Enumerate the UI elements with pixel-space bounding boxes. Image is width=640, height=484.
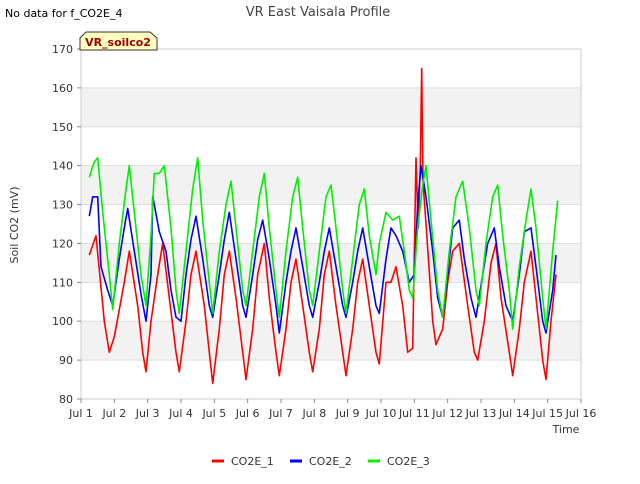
x-tick-label-16: Jul 16 — [565, 407, 597, 420]
series-group — [88, 67, 559, 385]
x-tick-label-7: Jul 7 — [268, 407, 293, 420]
y-tick-label-120: 120 — [52, 237, 73, 250]
legend: CO2E_1 CO2E_2 CO2E_3 — [212, 455, 430, 468]
y-tick-label-150: 150 — [52, 121, 73, 134]
series-line-co2e_3 — [88, 157, 559, 330]
y-tick-label-160: 160 — [52, 82, 73, 95]
no-data-notice: No data for f_CO2E_4 — [5, 7, 123, 20]
x-tick-label-15: Jul 15 — [531, 407, 563, 420]
series-line-co2e_2 — [88, 164, 557, 334]
legend-label-co2e_2: CO2E_2 — [309, 455, 352, 468]
x-axis-label: Time — [552, 423, 580, 436]
x-tick-label-12: Jul 12 — [431, 407, 463, 420]
band-90 — [81, 321, 581, 361]
y-axis-ticks: 80 90 100 110 120 130 140 150 160 170 — [52, 43, 81, 406]
x-tick-label-8: Jul 8 — [301, 407, 326, 420]
y-tick-label-80: 80 — [59, 393, 73, 406]
y-tick-label-110: 110 — [52, 276, 73, 289]
legend-label-co2e_3: CO2E_3 — [387, 455, 430, 468]
site-tag-label: VR_soilco2 — [85, 36, 151, 49]
x-tick-label-13: Jul 13 — [465, 407, 497, 420]
y-tick-label-130: 130 — [52, 199, 73, 212]
x-tick-label-4: Jul 4 — [168, 407, 193, 420]
y-tick-label-90: 90 — [59, 354, 73, 367]
x-tick-label-2: Jul 2 — [101, 407, 126, 420]
site-tag: VR_soilco2 — [79, 31, 158, 51]
chart-title: VR East Vaisala Profile — [246, 5, 391, 20]
y-tick-label-170: 170 — [52, 43, 73, 56]
plot-frame — [80, 48, 582, 400]
x-axis-ticks: Jul 1 Jul 2 Jul 3 Jul 4 Jul 5 Jul 6 Jul 7 Jul 8… — [68, 399, 596, 420]
x-tick-label-1: Jul 1 — [68, 407, 93, 420]
x-tick-label-9: Jul 9 — [335, 407, 360, 420]
x-tick-label-10: Jul 10 — [365, 407, 397, 420]
series-line-co2e_1 — [88, 67, 557, 385]
x-tick-label-11: Jul 11 — [398, 407, 430, 420]
y-axis-label: Soil CO2 (mV) — [8, 187, 21, 264]
x-tick-label-6: Jul 6 — [235, 407, 260, 420]
x-tick-label-5: Jul 5 — [201, 407, 226, 420]
y-tick-label-100: 100 — [52, 315, 73, 328]
x-tick-label-3: Jul 3 — [135, 407, 160, 420]
background-bands — [81, 87, 581, 361]
legend-label-co2e_1: CO2E_1 — [231, 455, 274, 468]
x-tick-label-14: Jul 14 — [498, 407, 530, 420]
band-150 — [81, 87, 581, 127]
y-tick-label-140: 140 — [52, 160, 73, 173]
